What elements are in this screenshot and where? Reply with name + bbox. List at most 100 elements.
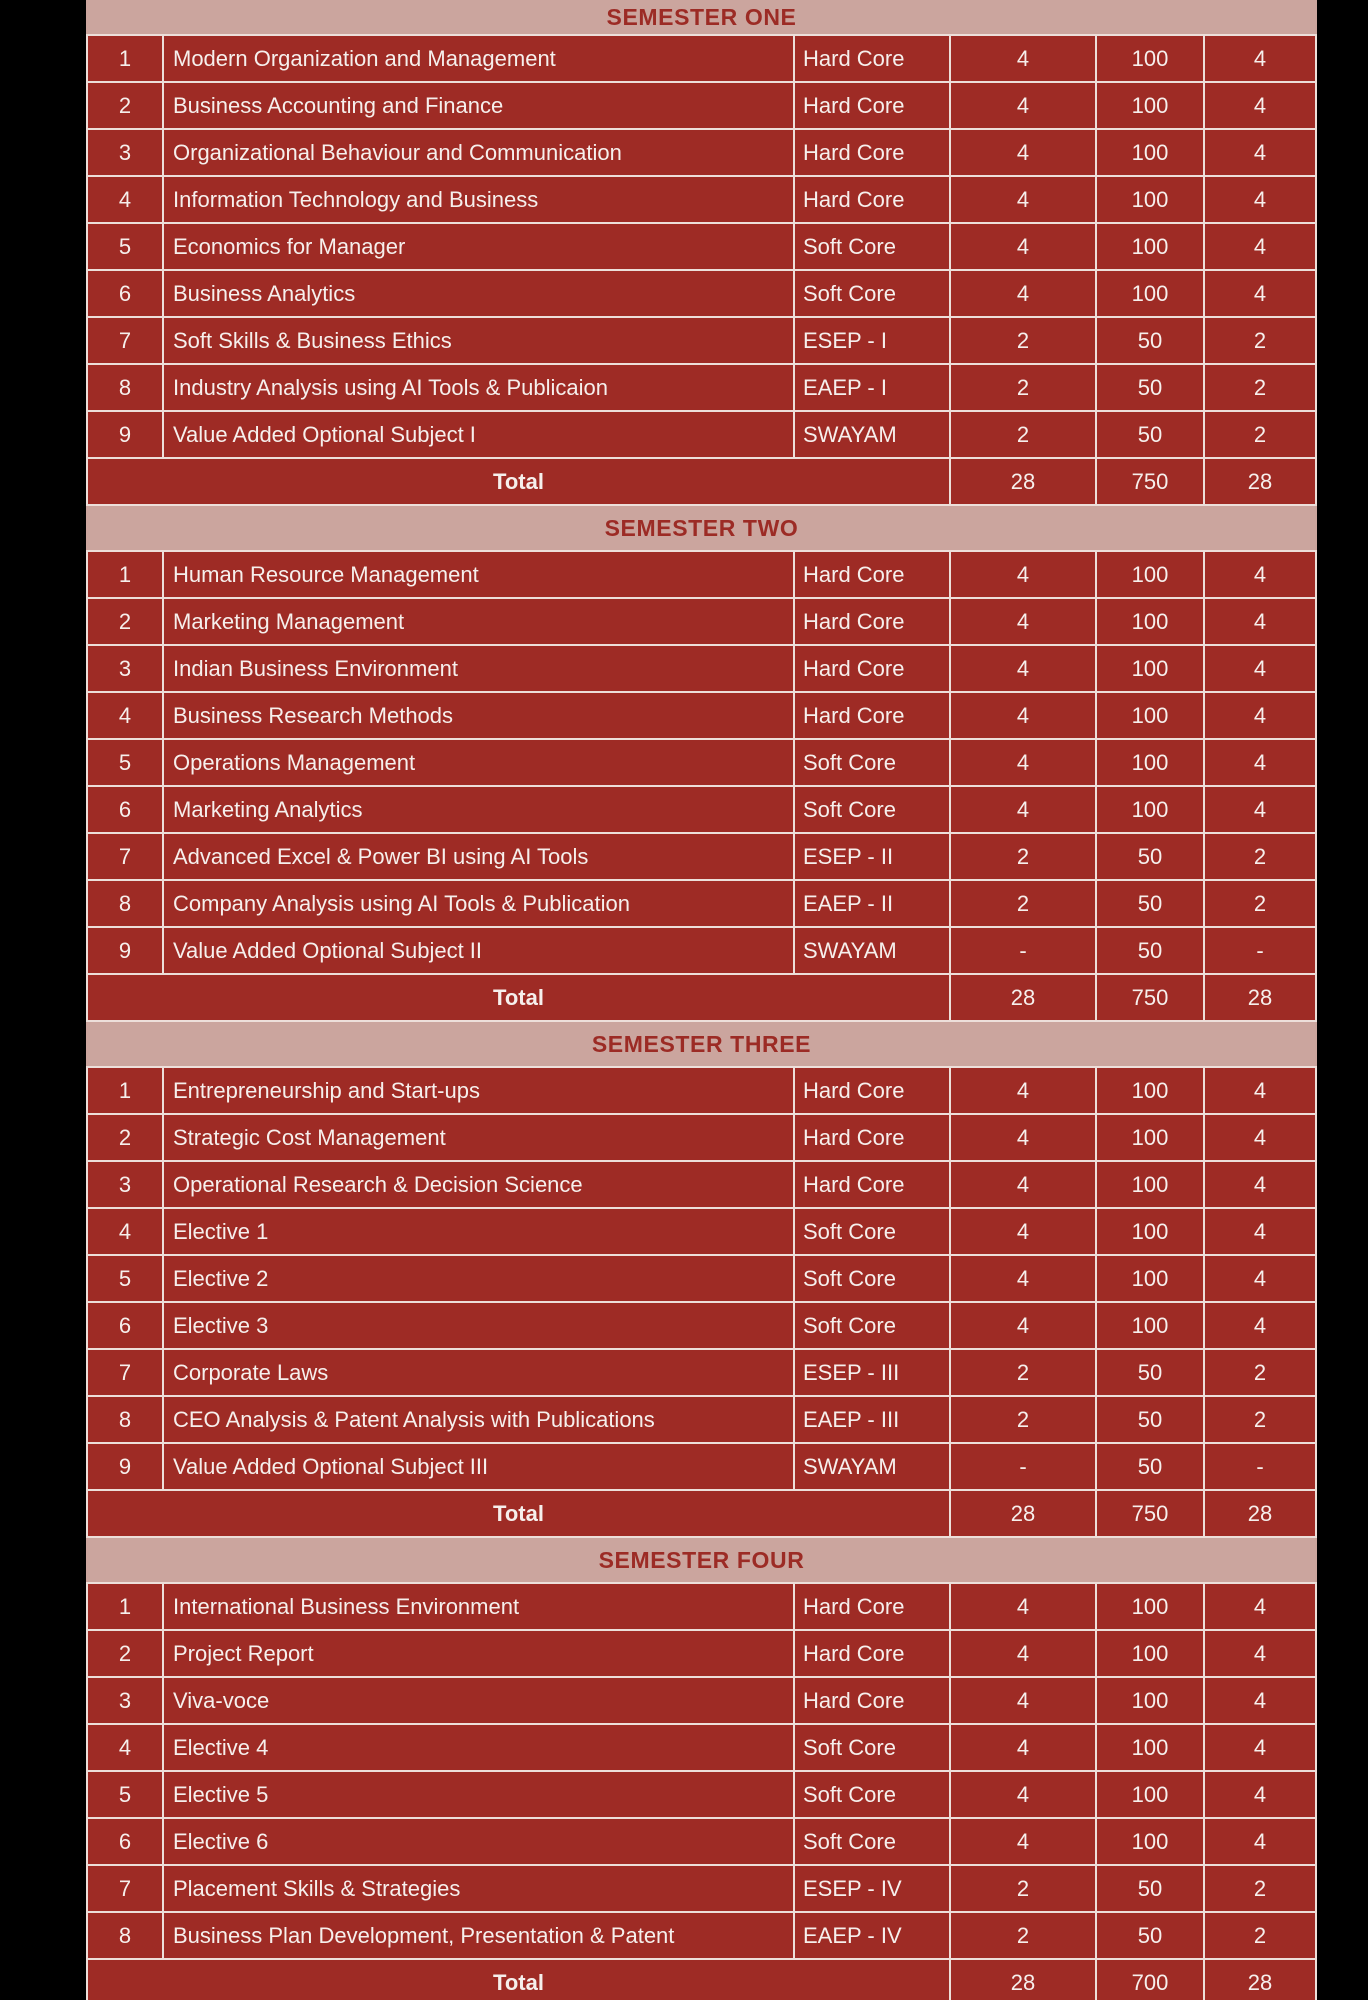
- course-number: 4: [88, 1725, 164, 1770]
- course-type: SWAYAM: [795, 412, 951, 457]
- course-type: ESEP - III: [795, 1350, 951, 1395]
- course-marks: 100: [1097, 83, 1205, 128]
- course-final-credits: 2: [1205, 412, 1317, 457]
- course-credits: 4: [951, 693, 1097, 738]
- course-row: 9 Value Added Optional Subject II SWAYAM…: [86, 928, 1317, 975]
- course-number: 3: [88, 646, 164, 691]
- course-row: 7 Advanced Excel & Power BI using AI Too…: [86, 834, 1317, 881]
- course-row: 4 Elective 4 Soft Core 4 100 4: [86, 1725, 1317, 1772]
- course-final-credits: 2: [1205, 881, 1317, 926]
- course-row: 7 Corporate Laws ESEP - III 2 50 2: [86, 1350, 1317, 1397]
- course-final-credits: 4: [1205, 130, 1317, 175]
- course-marks: 100: [1097, 1631, 1205, 1676]
- course-number: 8: [88, 881, 164, 926]
- course-name: Corporate Laws: [164, 1350, 795, 1395]
- course-marks: 100: [1097, 693, 1205, 738]
- course-marks: 50: [1097, 318, 1205, 363]
- semester-total-row: Total 28 750 28: [86, 975, 1317, 1022]
- semester-header-band: SEMESTER TWO: [86, 506, 1317, 552]
- course-final-credits: 4: [1205, 224, 1317, 269]
- course-final-credits: 4: [1205, 1772, 1317, 1817]
- total-marks: 700: [1097, 1960, 1205, 2000]
- course-name: Organizational Behaviour and Communicati…: [164, 130, 795, 175]
- total-label: Total: [88, 1960, 951, 2000]
- course-type: Soft Core: [795, 787, 951, 832]
- course-final-credits: 4: [1205, 646, 1317, 691]
- course-row: 7 Placement Skills & Strategies ESEP - I…: [86, 1866, 1317, 1913]
- course-type: Soft Core: [795, 1819, 951, 1864]
- course-final-credits: 4: [1205, 271, 1317, 316]
- course-row: 6 Business Analytics Soft Core 4 100 4: [86, 271, 1317, 318]
- course-row: 3 Indian Business Environment Hard Core …: [86, 646, 1317, 693]
- course-type: Hard Core: [795, 177, 951, 222]
- course-number: 7: [88, 318, 164, 363]
- course-marks: 50: [1097, 1444, 1205, 1489]
- course-type: ESEP - II: [795, 834, 951, 879]
- course-marks: 100: [1097, 740, 1205, 785]
- course-type: EAEP - III: [795, 1397, 951, 1442]
- course-credits: 4: [951, 552, 1097, 597]
- course-credits: 4: [951, 1725, 1097, 1770]
- course-credits: 4: [951, 177, 1097, 222]
- course-number: 5: [88, 1772, 164, 1817]
- course-marks: 50: [1097, 1913, 1205, 1958]
- course-final-credits: -: [1205, 1444, 1317, 1489]
- course-credits: 4: [951, 1068, 1097, 1113]
- course-number: 6: [88, 1819, 164, 1864]
- course-credits: 2: [951, 318, 1097, 363]
- course-number: 7: [88, 834, 164, 879]
- course-type: Hard Core: [795, 1584, 951, 1629]
- course-row: 2 Marketing Management Hard Core 4 100 4: [86, 599, 1317, 646]
- course-marks: 50: [1097, 881, 1205, 926]
- course-type: EAEP - IV: [795, 1913, 951, 1958]
- course-type: Hard Core: [795, 693, 951, 738]
- course-row: 5 Elective 5 Soft Core 4 100 4: [86, 1772, 1317, 1819]
- course-type: Hard Core: [795, 1631, 951, 1676]
- course-credits: 4: [951, 599, 1097, 644]
- semester-title: SEMESTER THREE: [591, 1030, 812, 1057]
- course-name: Elective 1: [164, 1209, 795, 1254]
- course-final-credits: 2: [1205, 1866, 1317, 1911]
- course-name: International Business Environment: [164, 1584, 795, 1629]
- course-credits: 4: [951, 130, 1097, 175]
- total-credits: 28: [951, 975, 1097, 1020]
- course-type: SWAYAM: [795, 1444, 951, 1489]
- total-credits: 28: [951, 459, 1097, 504]
- course-type: EAEP - I: [795, 365, 951, 410]
- semester-header-band: SEMESTER FOUR: [86, 1538, 1317, 1584]
- total-credits: 28: [951, 1960, 1097, 2000]
- course-marks: 100: [1097, 224, 1205, 269]
- course-marks: 100: [1097, 271, 1205, 316]
- course-credits: 4: [951, 1256, 1097, 1301]
- course-final-credits: 4: [1205, 1115, 1317, 1160]
- course-name: Elective 2: [164, 1256, 795, 1301]
- course-credits: 2: [951, 1913, 1097, 1958]
- semester-total-row: Total 28 750 28: [86, 459, 1317, 506]
- course-number: 6: [88, 271, 164, 316]
- course-number: 7: [88, 1866, 164, 1911]
- course-type: Hard Core: [795, 1678, 951, 1723]
- course-credits: 4: [951, 646, 1097, 691]
- course-number: 9: [88, 928, 164, 973]
- course-final-credits: 2: [1205, 318, 1317, 363]
- course-credits: -: [951, 928, 1097, 973]
- total-final-credits: 28: [1205, 1491, 1317, 1536]
- course-number: 6: [88, 1303, 164, 1348]
- total-marks: 750: [1097, 1491, 1205, 1536]
- course-final-credits: 4: [1205, 1725, 1317, 1770]
- course-row: 8 Company Analysis using AI Tools & Publ…: [86, 881, 1317, 928]
- course-type: EAEP - II: [795, 881, 951, 926]
- course-type: Hard Core: [795, 1115, 951, 1160]
- course-credits: 4: [951, 1303, 1097, 1348]
- course-row: 7 Soft Skills & Business Ethics ESEP - I…: [86, 318, 1317, 365]
- course-row: 3 Operational Research & Decision Scienc…: [86, 1162, 1317, 1209]
- course-name: Operational Research & Decision Science: [164, 1162, 795, 1207]
- course-final-credits: 4: [1205, 1162, 1317, 1207]
- course-name: Placement Skills & Strategies: [164, 1866, 795, 1911]
- course-name: Elective 5: [164, 1772, 795, 1817]
- course-row: 3 Viva-voce Hard Core 4 100 4: [86, 1678, 1317, 1725]
- course-marks: 100: [1097, 1256, 1205, 1301]
- course-final-credits: 4: [1205, 1819, 1317, 1864]
- course-marks: 50: [1097, 412, 1205, 457]
- course-marks: 100: [1097, 1819, 1205, 1864]
